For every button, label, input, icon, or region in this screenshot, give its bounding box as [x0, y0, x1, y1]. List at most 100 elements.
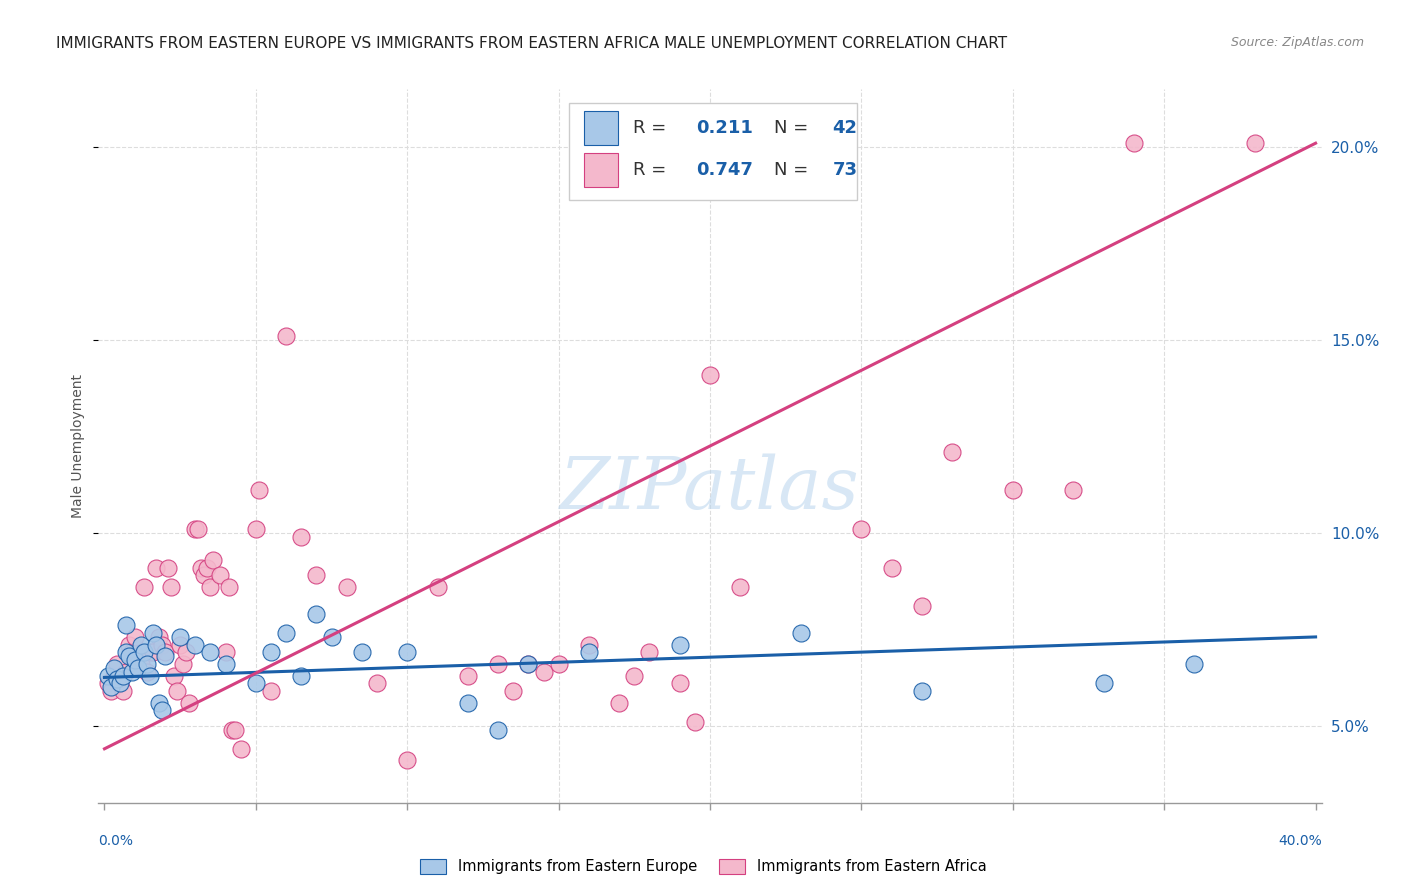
- Point: [276, 626, 298, 640]
- Point: [174, 645, 197, 659]
- Point: [103, 661, 125, 675]
- Point: [229, 741, 252, 756]
- Point: [578, 645, 600, 659]
- Point: [911, 684, 934, 698]
- Point: [1244, 136, 1267, 151]
- Point: [790, 626, 813, 640]
- Point: [135, 665, 157, 679]
- Point: [184, 522, 207, 536]
- Point: [305, 568, 328, 582]
- Text: 73: 73: [832, 161, 858, 178]
- Point: [114, 665, 136, 679]
- Text: 0.0%: 0.0%: [98, 834, 134, 848]
- Point: [169, 638, 191, 652]
- Point: [129, 657, 152, 671]
- Point: [1062, 483, 1084, 498]
- Point: [121, 645, 143, 659]
- Point: [245, 676, 267, 690]
- Point: [224, 723, 246, 737]
- Point: [517, 657, 540, 671]
- Legend: Immigrants from Eastern Europe, Immigrants from Eastern Africa: Immigrants from Eastern Europe, Immigran…: [413, 853, 993, 880]
- Point: [699, 368, 721, 382]
- Point: [486, 657, 509, 671]
- Point: [193, 568, 215, 582]
- Text: 0.211: 0.211: [696, 119, 754, 136]
- Point: [533, 665, 555, 679]
- Point: [880, 560, 903, 574]
- Point: [578, 638, 600, 652]
- Point: [517, 657, 540, 671]
- Point: [124, 653, 146, 667]
- Point: [132, 580, 155, 594]
- Point: [218, 580, 240, 594]
- Point: [214, 657, 236, 671]
- Point: [118, 649, 141, 664]
- Point: [157, 560, 180, 574]
- Point: [132, 645, 155, 659]
- Point: [169, 630, 191, 644]
- Point: [121, 665, 143, 679]
- Point: [202, 553, 225, 567]
- Point: [1184, 657, 1206, 671]
- Point: [321, 630, 343, 644]
- Point: [114, 645, 136, 659]
- Point: [200, 645, 222, 659]
- Point: [214, 645, 236, 659]
- Point: [111, 668, 134, 682]
- Point: [197, 560, 219, 574]
- Point: [366, 676, 388, 690]
- Point: [148, 696, 170, 710]
- Point: [96, 668, 118, 682]
- Point: [172, 657, 194, 671]
- Point: [336, 580, 359, 594]
- Point: [160, 580, 183, 594]
- Point: [396, 753, 419, 767]
- Text: N =: N =: [773, 161, 814, 178]
- Point: [1092, 676, 1115, 690]
- FancyBboxPatch shape: [583, 153, 619, 187]
- Point: [114, 618, 136, 632]
- Point: [124, 630, 146, 644]
- Point: [350, 645, 373, 659]
- Point: [683, 714, 706, 729]
- Point: [139, 668, 162, 682]
- Point: [1001, 483, 1024, 498]
- Point: [1122, 136, 1144, 151]
- Point: [135, 657, 157, 671]
- Point: [502, 684, 524, 698]
- Point: [607, 696, 630, 710]
- Point: [100, 684, 122, 698]
- Point: [150, 638, 173, 652]
- Point: [260, 684, 283, 698]
- Point: [638, 645, 661, 659]
- Point: [103, 668, 125, 682]
- Y-axis label: Male Unemployment: Male Unemployment: [72, 374, 86, 518]
- Text: N =: N =: [773, 119, 814, 136]
- Text: 40.0%: 40.0%: [1278, 834, 1322, 848]
- Point: [139, 645, 162, 659]
- Text: R =: R =: [633, 119, 672, 136]
- Point: [547, 657, 569, 671]
- Point: [129, 638, 152, 652]
- Point: [166, 684, 188, 698]
- Point: [290, 530, 312, 544]
- Point: [730, 580, 752, 594]
- Point: [305, 607, 328, 621]
- Text: R =: R =: [633, 161, 672, 178]
- Point: [105, 657, 128, 671]
- Point: [118, 638, 141, 652]
- Text: Source: ZipAtlas.com: Source: ZipAtlas.com: [1230, 36, 1364, 49]
- Point: [260, 645, 283, 659]
- Point: [426, 580, 449, 594]
- Point: [668, 638, 690, 652]
- Point: [276, 329, 298, 343]
- Point: [190, 560, 212, 574]
- Text: 0.747: 0.747: [696, 161, 754, 178]
- Point: [184, 638, 207, 652]
- Point: [187, 522, 209, 536]
- Point: [221, 723, 243, 737]
- Text: ZIPatlas: ZIPatlas: [560, 453, 860, 524]
- Point: [111, 684, 134, 698]
- Point: [208, 568, 231, 582]
- Point: [200, 580, 222, 594]
